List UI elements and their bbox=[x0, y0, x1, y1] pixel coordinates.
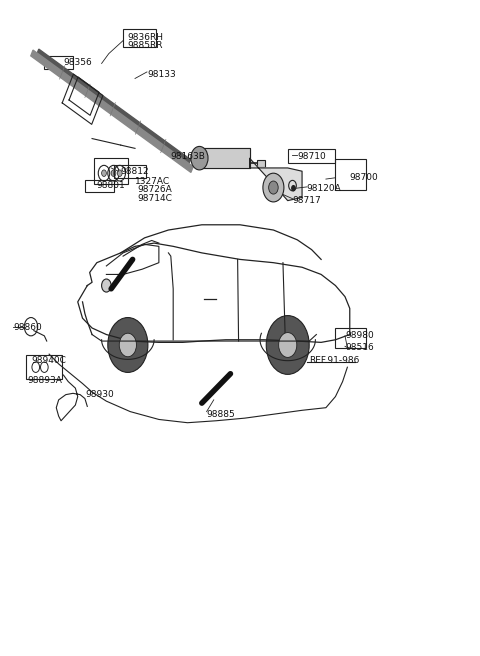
Bar bbox=[257, 160, 265, 167]
Text: 98710: 98710 bbox=[297, 152, 326, 161]
Polygon shape bbox=[199, 148, 250, 168]
Text: 98930: 98930 bbox=[85, 390, 114, 399]
Text: 98516: 98516 bbox=[345, 343, 374, 352]
Text: 98885: 98885 bbox=[206, 410, 235, 419]
Text: 98700: 98700 bbox=[350, 173, 379, 182]
Circle shape bbox=[269, 181, 278, 194]
Circle shape bbox=[291, 185, 296, 192]
Bar bbox=[336, 328, 366, 348]
Text: 98812: 98812 bbox=[120, 167, 149, 176]
Text: 98940C: 98940C bbox=[31, 356, 66, 365]
Polygon shape bbox=[36, 49, 191, 165]
Text: 1327AC: 1327AC bbox=[135, 176, 170, 186]
Text: 9885RR: 9885RR bbox=[128, 41, 163, 51]
Bar bbox=[123, 29, 156, 47]
Text: 98860: 98860 bbox=[13, 323, 42, 333]
Bar bbox=[288, 149, 336, 163]
Circle shape bbox=[102, 170, 107, 176]
Circle shape bbox=[108, 318, 148, 373]
Text: 9836RH: 9836RH bbox=[128, 33, 164, 42]
Text: 98356: 98356 bbox=[63, 58, 92, 68]
Text: 98726A: 98726A bbox=[137, 185, 172, 194]
Circle shape bbox=[266, 316, 309, 375]
Circle shape bbox=[119, 333, 136, 357]
Bar bbox=[336, 159, 366, 190]
Bar bbox=[26, 356, 62, 379]
Circle shape bbox=[102, 279, 111, 292]
Text: 98801: 98801 bbox=[97, 181, 126, 190]
Circle shape bbox=[191, 146, 208, 170]
Bar bbox=[115, 165, 145, 178]
Circle shape bbox=[117, 170, 122, 176]
Circle shape bbox=[111, 170, 116, 176]
Polygon shape bbox=[250, 158, 302, 201]
Text: REF.91-986: REF.91-986 bbox=[309, 356, 360, 365]
Bar bbox=[95, 158, 128, 184]
Polygon shape bbox=[31, 50, 193, 173]
Bar bbox=[85, 180, 114, 192]
Text: 98714C: 98714C bbox=[137, 194, 172, 203]
Text: 98893A: 98893A bbox=[28, 376, 62, 385]
Circle shape bbox=[263, 173, 284, 202]
Text: 98133: 98133 bbox=[147, 70, 176, 79]
Text: 98120A: 98120A bbox=[307, 184, 342, 193]
Text: 98163B: 98163B bbox=[171, 152, 205, 161]
Bar bbox=[44, 56, 73, 70]
Text: 98980: 98980 bbox=[345, 331, 374, 340]
Text: 98717: 98717 bbox=[292, 196, 321, 205]
Circle shape bbox=[279, 333, 297, 358]
